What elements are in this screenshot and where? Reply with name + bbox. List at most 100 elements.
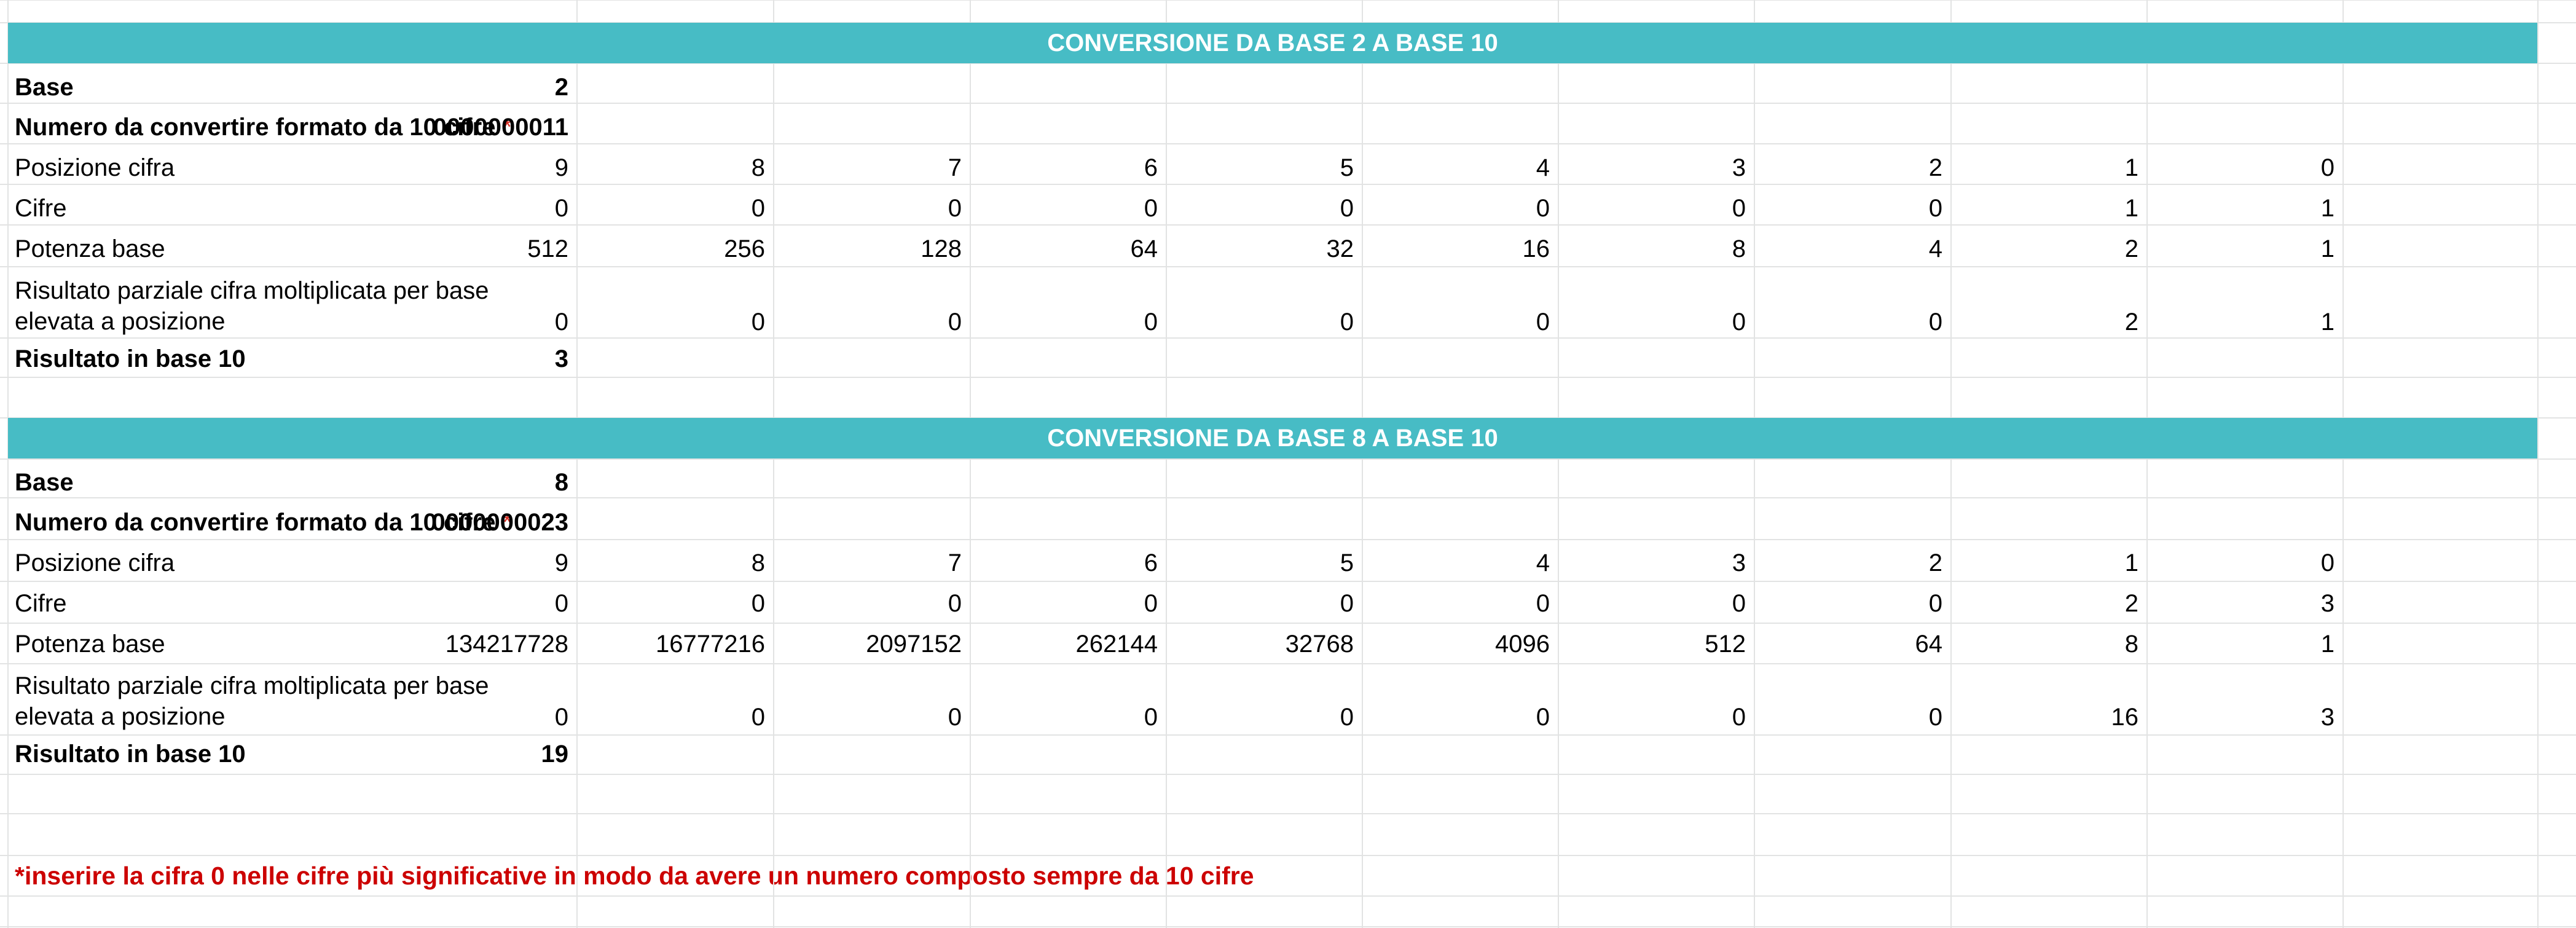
power-cell[interactable]: 16777216 xyxy=(656,631,765,658)
digit-cell[interactable]: 0 xyxy=(554,195,568,222)
position-cell[interactable]: 1 xyxy=(2124,154,2138,181)
base-label[interactable]: Base xyxy=(15,469,74,496)
partial-cell[interactable]: 2 xyxy=(2124,309,2138,336)
position-cell[interactable]: 8 xyxy=(751,549,765,576)
partial-cell[interactable]: 0 xyxy=(1732,704,1746,731)
result-value-cell[interactable]: 19 xyxy=(541,741,569,768)
position-cell[interactable]: 3 xyxy=(1732,549,1746,576)
digit-cell[interactable]: 0 xyxy=(1144,195,1158,222)
partial-label-line1[interactable]: Risultato parziale cifra moltiplicata pe… xyxy=(15,672,489,699)
partial-cell[interactable]: 3 xyxy=(2320,704,2334,731)
partial-cell[interactable]: 0 xyxy=(554,704,568,731)
partial-label-line2[interactable]: elevata a posizione xyxy=(15,308,226,335)
position-cell[interactable]: 9 xyxy=(554,549,568,576)
position-cell[interactable]: 3 xyxy=(1732,154,1746,181)
power-cell[interactable]: 64 xyxy=(1130,235,1158,262)
power-cell[interactable]: 512 xyxy=(527,235,568,262)
digit-cell[interactable]: 2 xyxy=(2124,590,2138,617)
power-cell[interactable]: 2097152 xyxy=(866,631,962,658)
footnote-text[interactable]: *inserire la cifra 0 nelle cifre più sig… xyxy=(15,862,1254,890)
partial-cell[interactable]: 0 xyxy=(751,309,765,336)
position-cell[interactable]: 6 xyxy=(1144,549,1158,576)
position-cell[interactable]: 8 xyxy=(751,154,765,181)
digit-cell[interactable]: 0 xyxy=(751,195,765,222)
position-cell[interactable]: 5 xyxy=(1340,154,1354,181)
partial-cell[interactable]: 0 xyxy=(1928,704,1942,731)
number-label[interactable]: Numero da convertire formato da 10 cifre… xyxy=(15,507,512,538)
base-label[interactable]: Base xyxy=(15,74,74,101)
power-label[interactable]: Potenza base xyxy=(15,235,165,262)
power-cell[interactable]: 64 xyxy=(1915,631,1943,658)
position-cell[interactable]: 0 xyxy=(2320,154,2334,181)
digit-cell[interactable]: 0 xyxy=(948,195,962,222)
digit-cell[interactable]: 0 xyxy=(1144,590,1158,617)
power-cell[interactable]: 512 xyxy=(1705,631,1746,658)
power-cell[interactable]: 8 xyxy=(1732,235,1746,262)
digit-cell[interactable]: 3 xyxy=(2320,590,2334,617)
position-cell[interactable]: 4 xyxy=(1536,154,1550,181)
partial-label-line2[interactable]: elevata a posizione xyxy=(15,703,226,730)
position-cell[interactable]: 7 xyxy=(948,154,962,181)
digits-label[interactable]: Cifre xyxy=(15,195,67,222)
power-cell[interactable]: 1 xyxy=(2320,631,2334,658)
digit-cell[interactable]: 0 xyxy=(1340,195,1354,222)
number-input-cell[interactable]: 0000000023 xyxy=(431,509,568,536)
position-label[interactable]: Posizione cifra xyxy=(15,154,175,181)
digit-cell[interactable]: 0 xyxy=(1928,195,1942,222)
power-cell[interactable]: 4 xyxy=(1928,235,1942,262)
digit-cell[interactable]: 0 xyxy=(1340,590,1354,617)
base-value-cell[interactable]: 8 xyxy=(554,469,568,496)
digit-cell[interactable]: 1 xyxy=(2124,195,2138,222)
number-input-cell[interactable]: 0000000011 xyxy=(433,114,568,141)
partial-cell[interactable]: 0 xyxy=(1536,309,1550,336)
number-label[interactable]: Numero da convertire formato da 10 cifre… xyxy=(15,112,512,143)
result-label[interactable]: Risultato in base 10 xyxy=(15,741,246,768)
partial-cell[interactable]: 0 xyxy=(1144,309,1158,336)
result-value-cell[interactable]: 3 xyxy=(554,345,568,372)
partial-cell[interactable]: 0 xyxy=(1340,704,1354,731)
power-cell[interactable]: 128 xyxy=(921,235,962,262)
partial-cell[interactable]: 0 xyxy=(554,309,568,336)
digit-cell[interactable]: 0 xyxy=(1536,195,1550,222)
position-label[interactable]: Posizione cifra xyxy=(15,549,175,576)
power-cell[interactable]: 262144 xyxy=(1075,631,1158,658)
power-cell[interactable]: 134217728 xyxy=(445,631,568,658)
partial-cell[interactable]: 0 xyxy=(1732,309,1746,336)
partial-cell[interactable]: 0 xyxy=(1144,704,1158,731)
power-cell[interactable]: 1 xyxy=(2320,235,2334,262)
partial-cell[interactable]: 0 xyxy=(948,704,962,731)
result-label[interactable]: Risultato in base 10 xyxy=(15,345,246,372)
partial-cell[interactable]: 0 xyxy=(751,704,765,731)
power-label[interactable]: Potenza base xyxy=(15,631,165,658)
power-cell[interactable]: 4096 xyxy=(1495,631,1550,658)
digit-cell[interactable]: 0 xyxy=(1928,590,1942,617)
position-cell[interactable]: 2 xyxy=(1928,549,1942,576)
digit-cell[interactable]: 1 xyxy=(2320,195,2334,222)
power-cell[interactable]: 32768 xyxy=(1285,631,1354,658)
power-cell[interactable]: 8 xyxy=(2124,631,2138,658)
partial-cell[interactable]: 0 xyxy=(1536,704,1550,731)
position-cell[interactable]: 1 xyxy=(2124,549,2138,576)
base-value-cell[interactable]: 2 xyxy=(554,74,568,101)
position-cell[interactable]: 9 xyxy=(554,154,568,181)
power-cell[interactable]: 2 xyxy=(2124,235,2138,262)
digit-cell[interactable]: 0 xyxy=(1732,195,1746,222)
power-cell[interactable]: 256 xyxy=(724,235,765,262)
position-cell[interactable]: 7 xyxy=(948,549,962,576)
digit-cell[interactable]: 0 xyxy=(554,590,568,617)
position-cell[interactable]: 0 xyxy=(2320,549,2334,576)
power-cell[interactable]: 16 xyxy=(1522,235,1550,262)
digit-cell[interactable]: 0 xyxy=(1732,590,1746,617)
position-cell[interactable]: 6 xyxy=(1144,154,1158,181)
partial-label-line1[interactable]: Risultato parziale cifra moltiplicata pe… xyxy=(15,277,489,304)
digit-cell[interactable]: 0 xyxy=(948,590,962,617)
digit-cell[interactable]: 0 xyxy=(1536,590,1550,617)
partial-cell[interactable]: 1 xyxy=(2320,309,2334,336)
partial-cell[interactable]: 0 xyxy=(948,309,962,336)
partial-cell[interactable]: 16 xyxy=(2111,704,2139,731)
partial-cell[interactable]: 0 xyxy=(1928,309,1942,336)
position-cell[interactable]: 2 xyxy=(1928,154,1942,181)
position-cell[interactable]: 4 xyxy=(1536,549,1550,576)
digits-label[interactable]: Cifre xyxy=(15,590,67,617)
